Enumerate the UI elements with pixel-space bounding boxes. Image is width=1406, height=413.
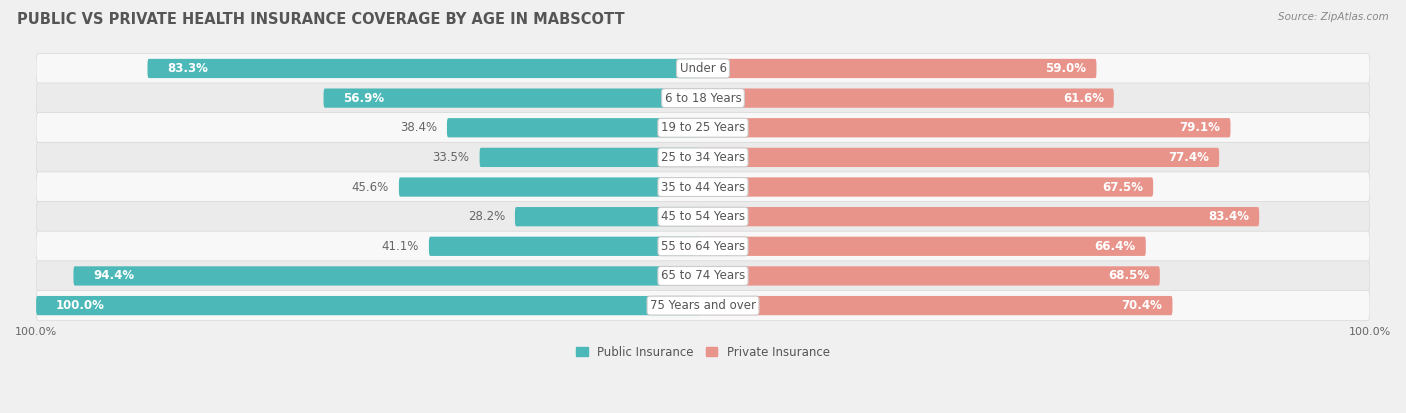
Text: 35 to 44 Years: 35 to 44 Years: [661, 180, 745, 194]
Text: 33.5%: 33.5%: [433, 151, 470, 164]
Text: 79.1%: 79.1%: [1180, 121, 1220, 134]
FancyBboxPatch shape: [37, 172, 1369, 202]
FancyBboxPatch shape: [703, 296, 1173, 315]
Text: 61.6%: 61.6%: [1063, 92, 1104, 104]
FancyBboxPatch shape: [703, 178, 1153, 197]
FancyBboxPatch shape: [37, 290, 1369, 321]
FancyBboxPatch shape: [479, 148, 703, 167]
Text: 67.5%: 67.5%: [1102, 180, 1143, 194]
Text: 19 to 25 Years: 19 to 25 Years: [661, 121, 745, 134]
Text: 6 to 18 Years: 6 to 18 Years: [665, 92, 741, 104]
Text: 94.4%: 94.4%: [93, 269, 135, 282]
FancyBboxPatch shape: [323, 88, 703, 108]
Text: 100.0%: 100.0%: [56, 299, 105, 312]
FancyBboxPatch shape: [703, 207, 1260, 226]
FancyBboxPatch shape: [148, 59, 703, 78]
Text: 77.4%: 77.4%: [1168, 151, 1209, 164]
FancyBboxPatch shape: [37, 202, 1369, 232]
Text: 59.0%: 59.0%: [1046, 62, 1087, 75]
FancyBboxPatch shape: [515, 207, 703, 226]
FancyBboxPatch shape: [37, 296, 703, 315]
FancyBboxPatch shape: [37, 231, 1369, 261]
Text: 70.4%: 70.4%: [1122, 299, 1163, 312]
FancyBboxPatch shape: [447, 118, 703, 138]
FancyBboxPatch shape: [703, 266, 1160, 285]
FancyBboxPatch shape: [429, 237, 703, 256]
Text: 56.9%: 56.9%: [343, 92, 385, 104]
FancyBboxPatch shape: [399, 178, 703, 197]
Legend: Public Insurance, Private Insurance: Public Insurance, Private Insurance: [571, 340, 835, 365]
FancyBboxPatch shape: [37, 53, 1369, 83]
FancyBboxPatch shape: [703, 237, 1146, 256]
Text: Source: ZipAtlas.com: Source: ZipAtlas.com: [1278, 12, 1389, 22]
Text: 66.4%: 66.4%: [1095, 240, 1136, 253]
Text: 25 to 34 Years: 25 to 34 Years: [661, 151, 745, 164]
Text: 45.6%: 45.6%: [352, 180, 389, 194]
FancyBboxPatch shape: [37, 83, 1369, 113]
FancyBboxPatch shape: [37, 142, 1369, 173]
Text: 41.1%: 41.1%: [381, 240, 419, 253]
FancyBboxPatch shape: [703, 148, 1219, 167]
Text: 28.2%: 28.2%: [468, 210, 505, 223]
FancyBboxPatch shape: [703, 118, 1230, 138]
Text: 38.4%: 38.4%: [399, 121, 437, 134]
Text: 83.3%: 83.3%: [167, 62, 208, 75]
Text: Under 6: Under 6: [679, 62, 727, 75]
FancyBboxPatch shape: [37, 261, 1369, 291]
Text: 65 to 74 Years: 65 to 74 Years: [661, 269, 745, 282]
FancyBboxPatch shape: [37, 113, 1369, 143]
Text: 45 to 54 Years: 45 to 54 Years: [661, 210, 745, 223]
FancyBboxPatch shape: [703, 59, 1097, 78]
Text: 75 Years and over: 75 Years and over: [650, 299, 756, 312]
FancyBboxPatch shape: [703, 88, 1114, 108]
Text: 68.5%: 68.5%: [1109, 269, 1150, 282]
Text: PUBLIC VS PRIVATE HEALTH INSURANCE COVERAGE BY AGE IN MABSCOTT: PUBLIC VS PRIVATE HEALTH INSURANCE COVER…: [17, 12, 624, 27]
Text: 83.4%: 83.4%: [1208, 210, 1249, 223]
Text: 55 to 64 Years: 55 to 64 Years: [661, 240, 745, 253]
FancyBboxPatch shape: [73, 266, 703, 285]
